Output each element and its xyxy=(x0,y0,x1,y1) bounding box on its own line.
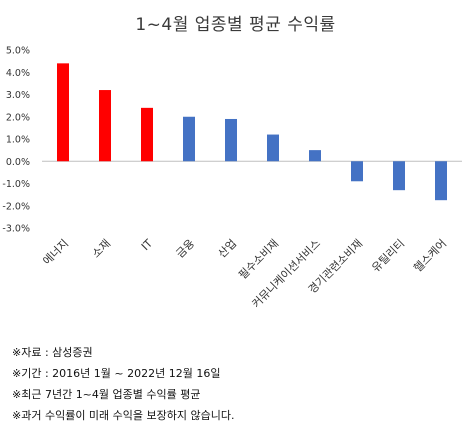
bar xyxy=(99,90,111,162)
bar xyxy=(267,134,279,162)
bar xyxy=(435,161,447,201)
note-source: ※자료 : 삼성증권 xyxy=(12,346,93,359)
bar xyxy=(57,63,69,162)
y-tick-label: 0.0% xyxy=(6,157,30,168)
y-tick-label: 5.0% xyxy=(6,46,30,57)
y-axis-ticks: 5.0% 4.0% 3.0% 2.0% 1.0% 0.0% -1.0% -2.0% -3.0% xyxy=(2,46,30,235)
x-tick-label: 에너지 xyxy=(40,237,71,268)
x-tick-label: 소재 xyxy=(90,237,114,261)
note-period: ※기간 : 2016년 1월 ~ 2022년 12월 16일 xyxy=(12,367,221,380)
y-tick-label: 4.0% xyxy=(6,68,30,79)
bar xyxy=(309,150,321,162)
y-tick-label: 2.0% xyxy=(6,112,30,123)
y-tick-label: -2.0% xyxy=(2,201,30,212)
y-tick-label: -1.0% xyxy=(2,179,30,190)
chart-title: 1~4월 업종별 평균 수익률 xyxy=(135,15,336,35)
bar xyxy=(393,161,405,191)
x-tick-label: IT xyxy=(139,237,155,253)
bar xyxy=(225,118,237,162)
bars-group xyxy=(57,63,447,201)
bar xyxy=(351,161,363,182)
note-disclaimer: ※과거 수익률이 미래 수익을 보장하지 않습니다. xyxy=(12,409,235,422)
bar xyxy=(141,107,153,162)
x-tick-label: 헬스케어 xyxy=(411,237,449,275)
y-tick-label: 1.0% xyxy=(6,135,30,146)
bar-chart: 5.0%4.0%3.0%2.0%1.0%0.0%-1.0%-2.0%-3.0% … xyxy=(2,46,462,311)
notes-block: ※자료 : 삼성증권 ※기간 : 2016년 1월 ~ 2022년 12월 16… xyxy=(12,342,462,426)
bar xyxy=(183,116,195,162)
y-tick-label: 3.0% xyxy=(6,90,30,101)
x-tick-label: 금융 xyxy=(174,237,198,261)
y-tick-label: -3.0% xyxy=(2,224,30,235)
x-tick-label: 산업 xyxy=(216,237,240,261)
note-description: ※최근 7년간 1~4월 업종별 수익률 평균 xyxy=(12,388,201,401)
x-tick-label: 유틸리티 xyxy=(369,237,407,275)
